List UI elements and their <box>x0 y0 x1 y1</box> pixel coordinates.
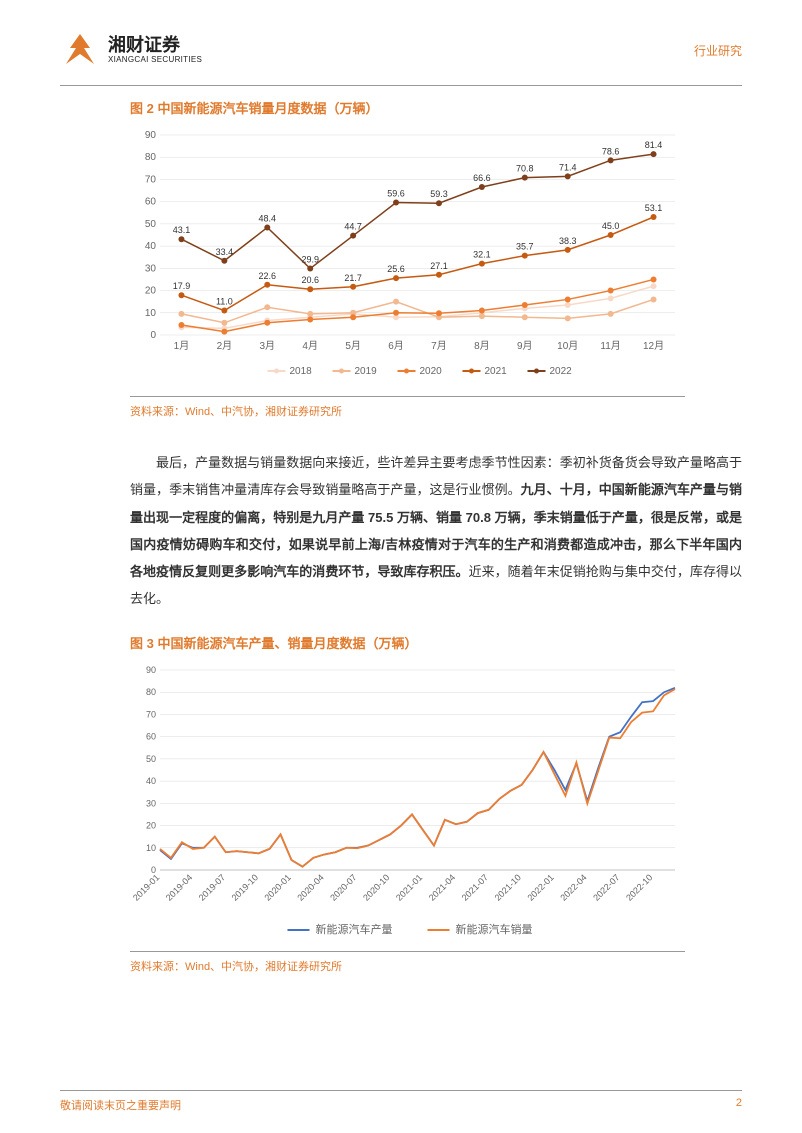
svg-text:2018: 2018 <box>290 366 313 377</box>
svg-text:8月: 8月 <box>474 340 490 352</box>
fig3-title: 图 3 中国新能源汽车产量、销量月度数据（万辆） <box>130 633 742 652</box>
svg-text:20: 20 <box>145 286 157 297</box>
svg-text:21.7: 21.7 <box>344 273 362 283</box>
svg-text:22.6: 22.6 <box>259 271 277 281</box>
svg-text:35.7: 35.7 <box>516 242 534 252</box>
svg-text:6月: 6月 <box>388 340 404 352</box>
svg-text:2020-01: 2020-01 <box>262 872 292 902</box>
svg-text:11.0: 11.0 <box>216 297 233 307</box>
svg-text:2019: 2019 <box>355 366 378 377</box>
svg-text:25.6: 25.6 <box>387 264 405 274</box>
logo-text-cn: 湘财证券 <box>108 36 202 56</box>
svg-text:0: 0 <box>150 330 156 341</box>
svg-text:新能源汽车产量: 新能源汽车产量 <box>316 922 393 936</box>
fig2-title: 图 2 中国新能源汽车销量月度数据（万辆） <box>130 98 742 117</box>
svg-text:48.4: 48.4 <box>259 213 277 223</box>
svg-text:2月: 2月 <box>217 340 233 352</box>
page-footer: 敬请阅读末页之重要声明 2 <box>60 1090 742 1113</box>
svg-text:27.1: 27.1 <box>430 261 448 271</box>
content-area: 图 2 中国新能源汽车销量月度数据（万辆） 0 10 20 30 40 50 60 70 80 9… <box>60 98 742 974</box>
svg-text:90: 90 <box>145 130 157 141</box>
body-paragraph: 最后，产量数据与销量数据向来接近，些许差异主要考虑季节性因素：季初补货备货会导致… <box>130 449 742 613</box>
svg-text:70.8: 70.8 <box>516 164 534 174</box>
svg-text:2019-07: 2019-07 <box>197 872 227 902</box>
fig2-chart: 0 10 20 30 40 50 60 70 80 90 1月 2月 3月 4月 5月 6月 7月 8月 9月 10月… <box>130 125 685 397</box>
svg-text:2020-10: 2020-10 <box>361 872 391 902</box>
svg-text:2021-07: 2021-07 <box>460 872 490 902</box>
svg-text:2022: 2022 <box>550 366 573 377</box>
svg-text:40: 40 <box>145 241 157 252</box>
footer-disclaimer: 敬请阅读末页之重要声明 <box>60 1097 181 1113</box>
svg-text:2019-01: 2019-01 <box>131 872 161 902</box>
svg-text:81.4: 81.4 <box>645 140 663 150</box>
svg-text:43.1: 43.1 <box>173 225 191 235</box>
svg-text:3月: 3月 <box>260 340 276 352</box>
svg-text:10: 10 <box>146 843 156 853</box>
svg-text:59.3: 59.3 <box>430 189 448 199</box>
fig2-svg: 0 10 20 30 40 50 60 70 80 90 1月 2月 3月 4月 5月 6月 7月 8月 9月 10月… <box>130 125 685 385</box>
svg-text:33.4: 33.4 <box>216 247 234 257</box>
svg-text:2022-04: 2022-04 <box>558 872 588 902</box>
svg-text:50: 50 <box>146 754 156 764</box>
svg-text:2021-10: 2021-10 <box>493 872 523 902</box>
svg-text:7月: 7月 <box>431 340 447 352</box>
svg-text:60: 60 <box>145 197 157 208</box>
footer-page-number: 2 <box>736 1097 742 1113</box>
svg-text:5月: 5月 <box>345 340 361 352</box>
svg-text:2019-10: 2019-10 <box>230 872 260 902</box>
svg-text:20.6: 20.6 <box>301 275 319 285</box>
svg-text:29.9: 29.9 <box>301 255 319 265</box>
svg-text:70: 70 <box>146 709 156 719</box>
svg-text:50: 50 <box>145 219 157 230</box>
svg-text:78.6: 78.6 <box>602 146 620 156</box>
logo-block: 湘财证券 XIANGCAI SECURITIES <box>60 30 202 70</box>
svg-text:2021-04: 2021-04 <box>427 872 457 902</box>
svg-text:59.6: 59.6 <box>387 189 405 199</box>
svg-text:80: 80 <box>145 152 157 163</box>
svg-text:2019-04: 2019-04 <box>164 872 194 902</box>
svg-text:2021: 2021 <box>485 366 508 377</box>
svg-text:1月: 1月 <box>174 340 190 352</box>
svg-text:60: 60 <box>146 731 156 741</box>
svg-text:32.1: 32.1 <box>473 250 491 260</box>
svg-text:12月: 12月 <box>643 340 664 352</box>
logo-text-en: XIANGCAI SECURITIES <box>108 56 202 65</box>
svg-text:30: 30 <box>146 798 156 808</box>
svg-text:2022-01: 2022-01 <box>525 872 555 902</box>
svg-text:17.9: 17.9 <box>173 281 191 291</box>
fig3-chart: 01020304050607080902019-012019-042019-07… <box>130 660 685 952</box>
svg-text:2022-10: 2022-10 <box>624 872 654 902</box>
svg-text:40: 40 <box>146 776 156 786</box>
fig3-svg: 01020304050607080902019-012019-042019-07… <box>130 660 685 940</box>
svg-text:53.1: 53.1 <box>645 203 663 213</box>
svg-text:44.7: 44.7 <box>344 222 362 232</box>
fig3-source: 资料来源：Wind、中汽协，湘财证券研究所 <box>130 958 742 974</box>
svg-text:4月: 4月 <box>302 340 318 352</box>
svg-text:新能源汽车销量: 新能源汽车销量 <box>456 922 533 936</box>
svg-text:2020-07: 2020-07 <box>328 872 358 902</box>
svg-text:10: 10 <box>145 308 157 319</box>
svg-text:9月: 9月 <box>517 340 533 352</box>
svg-text:38.3: 38.3 <box>559 236 577 246</box>
header-category: 行业研究 <box>694 42 742 59</box>
svg-text:10月: 10月 <box>557 340 578 352</box>
svg-text:66.6: 66.6 <box>473 173 491 183</box>
svg-text:11月: 11月 <box>600 340 620 352</box>
svg-text:80: 80 <box>146 687 156 697</box>
svg-text:2020: 2020 <box>420 366 443 377</box>
svg-text:71.4: 71.4 <box>559 162 577 172</box>
header-divider <box>60 85 742 86</box>
fig2-source: 资料来源：Wind、中汽协，湘财证券研究所 <box>130 403 742 419</box>
svg-text:90: 90 <box>146 665 156 675</box>
logo-icon <box>60 30 100 70</box>
page-header: 湘财证券 XIANGCAI SECURITIES 行业研究 <box>60 30 742 70</box>
svg-text:30: 30 <box>145 263 157 274</box>
svg-text:2020-04: 2020-04 <box>295 872 325 902</box>
svg-text:2022-07: 2022-07 <box>591 872 621 902</box>
svg-text:20: 20 <box>146 820 156 830</box>
svg-text:70: 70 <box>145 174 157 185</box>
svg-text:45.0: 45.0 <box>602 221 620 231</box>
svg-text:2021-01: 2021-01 <box>394 872 424 902</box>
